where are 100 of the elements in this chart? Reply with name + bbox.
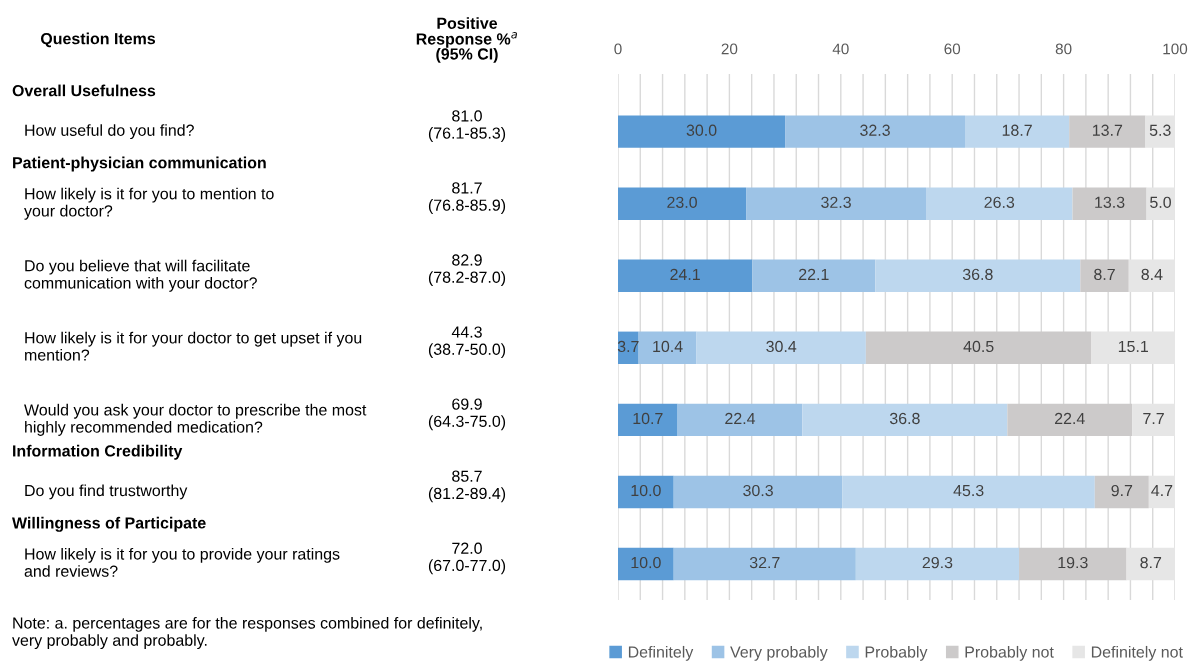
x2-tick-label: 40 <box>832 43 849 55</box>
legend-label: Probably <box>865 645 928 661</box>
data-label: 9.7 <box>1111 484 1133 497</box>
data-label: 8.7 <box>1094 268 1115 281</box>
data-label: 5.0 <box>1150 196 1171 208</box>
bar <box>746 187 927 220</box>
text: Patient-physician communication <box>13 156 266 172</box>
bar <box>618 331 639 365</box>
bar <box>865 331 1092 365</box>
bar <box>752 259 876 292</box>
bar <box>855 547 1020 581</box>
bar <box>1094 475 1149 509</box>
text: 44.3 (38.7-50.0) <box>428 326 506 359</box>
bar <box>638 331 697 365</box>
legend-label: Probably not <box>965 645 1054 661</box>
data-label: 15.1 <box>1118 340 1148 353</box>
y-tick-label: How likely is it for you to mention to your doctor? <box>24 187 274 220</box>
data-label: 5.3 <box>1149 124 1171 136</box>
y-tick-label: Do you find trustworthy <box>25 484 188 500</box>
bar <box>785 115 966 148</box>
bar <box>875 259 1081 292</box>
data-label: 13.3 <box>1095 196 1125 208</box>
bar <box>677 403 803 437</box>
bar <box>1007 403 1133 437</box>
text: 85.7 (81.2-89.4) <box>428 470 506 503</box>
legend-label: Very probably <box>730 645 828 661</box>
text: 81.7 (76.8-85.9) <box>428 182 506 214</box>
bar <box>1126 547 1175 581</box>
y-tick-label: Do you believe that will facilitate communication with your doctor? <box>24 259 257 292</box>
data-label: 22.4 <box>1054 412 1085 424</box>
data-label: 4.7 <box>1151 485 1173 497</box>
bar <box>618 403 678 437</box>
legend-label: Definitely <box>628 645 694 661</box>
y-tick-label: How likely is it for you to provide your ratings and reviews? <box>24 547 340 577</box>
data-label: 10.4 <box>653 340 683 353</box>
data-label: 36.8 <box>962 268 993 281</box>
text: Question Items <box>40 32 156 48</box>
data-label: 23.0 <box>667 196 697 208</box>
data-label: 13.7 <box>1093 124 1123 136</box>
text: Information Credibility <box>13 444 183 460</box>
x2-tick-label: 100 <box>1163 43 1188 55</box>
bar <box>802 403 1008 437</box>
bar <box>618 187 747 220</box>
bar <box>1146 187 1175 220</box>
data-label: 36.8 <box>889 412 920 425</box>
data-label: 10.0 <box>631 556 661 569</box>
data-label: 3.7 <box>617 340 639 353</box>
data-label: 24.1 <box>670 268 700 280</box>
data-label: 10.7 <box>633 412 663 425</box>
bar <box>618 547 674 581</box>
data-label: 8.7 <box>1140 556 1162 569</box>
bar <box>673 475 843 509</box>
bar <box>696 331 866 365</box>
text: 82.9 (78.2-87.0) <box>428 254 506 287</box>
bar <box>1091 331 1175 365</box>
text: 69.9 (64.3-75.0) <box>428 398 506 431</box>
bar <box>1069 115 1146 148</box>
bar <box>842 475 1095 509</box>
data-label: 30.4 <box>766 340 797 353</box>
bar <box>1145 115 1175 148</box>
data-label: 18.7 <box>1002 124 1032 136</box>
x2-tick-label: 20 <box>721 43 738 55</box>
bar <box>618 115 786 148</box>
data-label: 32.3 <box>821 196 851 208</box>
data-label: 22.1 <box>799 268 829 280</box>
bar <box>1072 187 1147 220</box>
bar <box>926 187 1073 220</box>
bar <box>618 475 674 509</box>
text: Positive Response %$^{a}$ (95% CI) <box>416 17 517 63</box>
bar <box>618 259 753 292</box>
bar <box>673 547 856 581</box>
y-tick-label: How likely is it for your doctor to get upset if you mention? <box>25 331 362 361</box>
y-tick-label: Would you ask your doctor to prescribe the most highly recommended medication? <box>24 403 367 436</box>
data-label: 32.3 <box>860 124 890 136</box>
bar <box>1148 475 1175 509</box>
x2-tick-label: 60 <box>944 43 961 55</box>
bar <box>965 115 1070 148</box>
data-label: 19.3 <box>1058 556 1088 569</box>
data-label: 29.3 <box>922 556 953 569</box>
data-label: 40.5 <box>963 340 994 353</box>
data-label: 10.0 <box>631 484 661 497</box>
legend-label: Definitely not <box>1091 645 1183 661</box>
data-label: 7.7 <box>1143 413 1164 424</box>
data-label: 30.3 <box>743 484 773 497</box>
bar <box>1128 259 1175 292</box>
x2-tick-label: 80 <box>1055 43 1072 55</box>
bar <box>1019 547 1127 581</box>
bar <box>1080 259 1129 292</box>
data-label: 45.3 <box>953 484 984 497</box>
data-label: 32.7 <box>749 556 780 569</box>
bar <box>1132 403 1175 437</box>
text: 81.0 (76.1-85.3) <box>428 110 506 142</box>
data-label: 8.4 <box>1141 268 1163 281</box>
data-label: 22.4 <box>725 412 756 424</box>
text: 72.0 (67.0-77.0) <box>428 542 506 575</box>
y-tick-label: How useful do you find? <box>25 124 194 140</box>
data-label: 26.3 <box>984 196 1015 208</box>
data-label: 30.0 <box>686 124 717 136</box>
x2-tick-label: 0 <box>614 43 622 55</box>
text: Willingness of Participate <box>12 516 206 532</box>
